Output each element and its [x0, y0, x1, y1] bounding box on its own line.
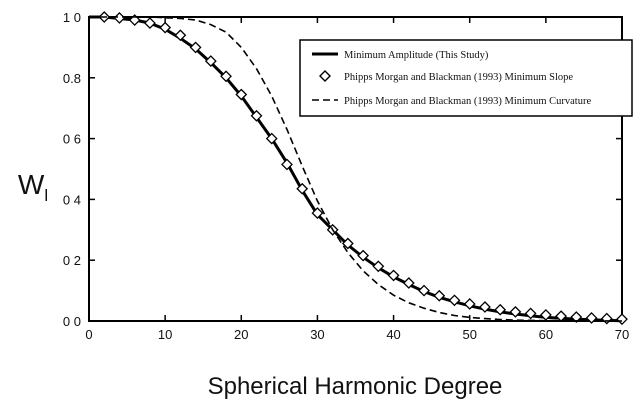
series-min-slope-marker — [509, 305, 522, 318]
x-tick-label: 70 — [615, 327, 629, 342]
series-min-slope-marker — [235, 88, 248, 101]
series-min-slope-marker — [387, 269, 400, 282]
x-tick-label: 40 — [386, 327, 400, 342]
y-axis-ticks: 0 0 0 2 0 4 0 6 0.8 1 0 — [63, 10, 622, 329]
series-min-slope-marker — [113, 11, 126, 24]
x-tick-label: 0 — [85, 327, 92, 342]
y-axis-label-subscript: l — [44, 186, 48, 205]
series-min-slope-marker — [311, 207, 324, 219]
x-axis-label: Spherical Harmonic Degree — [208, 373, 503, 400]
y-tick-label: 0 0 — [63, 314, 81, 329]
series-min-slope-marker — [463, 298, 476, 310]
y-axis-label: Wl — [18, 169, 48, 205]
series-min-slope-marker — [296, 182, 309, 195]
legend-label-min-curvature: Phipps Morgan and Blackman (1993) Minimu… — [344, 96, 591, 107]
series-min-slope-marker — [281, 158, 293, 171]
series-min-slope-marker — [448, 294, 461, 307]
series-min-slope-marker — [539, 309, 552, 321]
legend-label-min-slope: Phipps Morgan and Blackman (1993) Minimu… — [344, 72, 573, 83]
series-min-slope-marker — [570, 311, 583, 323]
y-tick-label: 0.8 — [63, 71, 81, 86]
series-min-slope-marker — [433, 289, 446, 302]
series-min-slope-marker — [616, 313, 628, 326]
legend-box — [299, 39, 633, 117]
series-min-slope-marker — [174, 29, 187, 42]
y-axis-label-main: W — [18, 169, 45, 200]
legend: Minimum Amplitude (This Study) Phipps Mo… — [299, 39, 633, 117]
series-min-slope-marker — [600, 312, 613, 325]
x-tick-label: 60 — [539, 327, 553, 342]
series-min-slope-marker — [250, 109, 263, 122]
series-min-slope-marker — [524, 307, 537, 320]
series-min-slope-marker — [479, 301, 491, 313]
y-tick-label: 1 0 — [63, 10, 81, 25]
series-min-slope-marker — [418, 284, 430, 297]
series-min-slope-marker — [220, 70, 232, 83]
x-tick-label: 10 — [158, 327, 172, 342]
y-tick-label: 0 2 — [63, 253, 81, 268]
series-min-slope-marker — [494, 303, 507, 316]
legend-label-min-amplitude: Minimum Amplitude (This Study) — [344, 50, 489, 61]
series-min-slope-marker — [357, 249, 370, 262]
plot-area-frame — [88, 16, 623, 322]
series-min-slope-marker — [143, 17, 156, 29]
series-min-slope-marker — [341, 237, 354, 250]
x-tick-label: 30 — [310, 327, 324, 342]
y-tick-label: 0 4 — [63, 192, 81, 207]
y-tick-label: 0 6 — [63, 132, 81, 147]
series-min-slope-marker — [189, 41, 202, 54]
series-layer — [89, 11, 628, 326]
x-tick-label: 20 — [234, 327, 248, 342]
x-tick-label: 50 — [462, 327, 476, 342]
series-min-slope-marker — [265, 132, 278, 145]
series-min-slope-marker — [204, 55, 217, 67]
series-min-slope-marker — [159, 21, 172, 34]
legend-swatch-diamond — [319, 70, 331, 82]
series-min-slope-marker — [402, 277, 415, 289]
series-min-slope-marker — [372, 260, 385, 273]
